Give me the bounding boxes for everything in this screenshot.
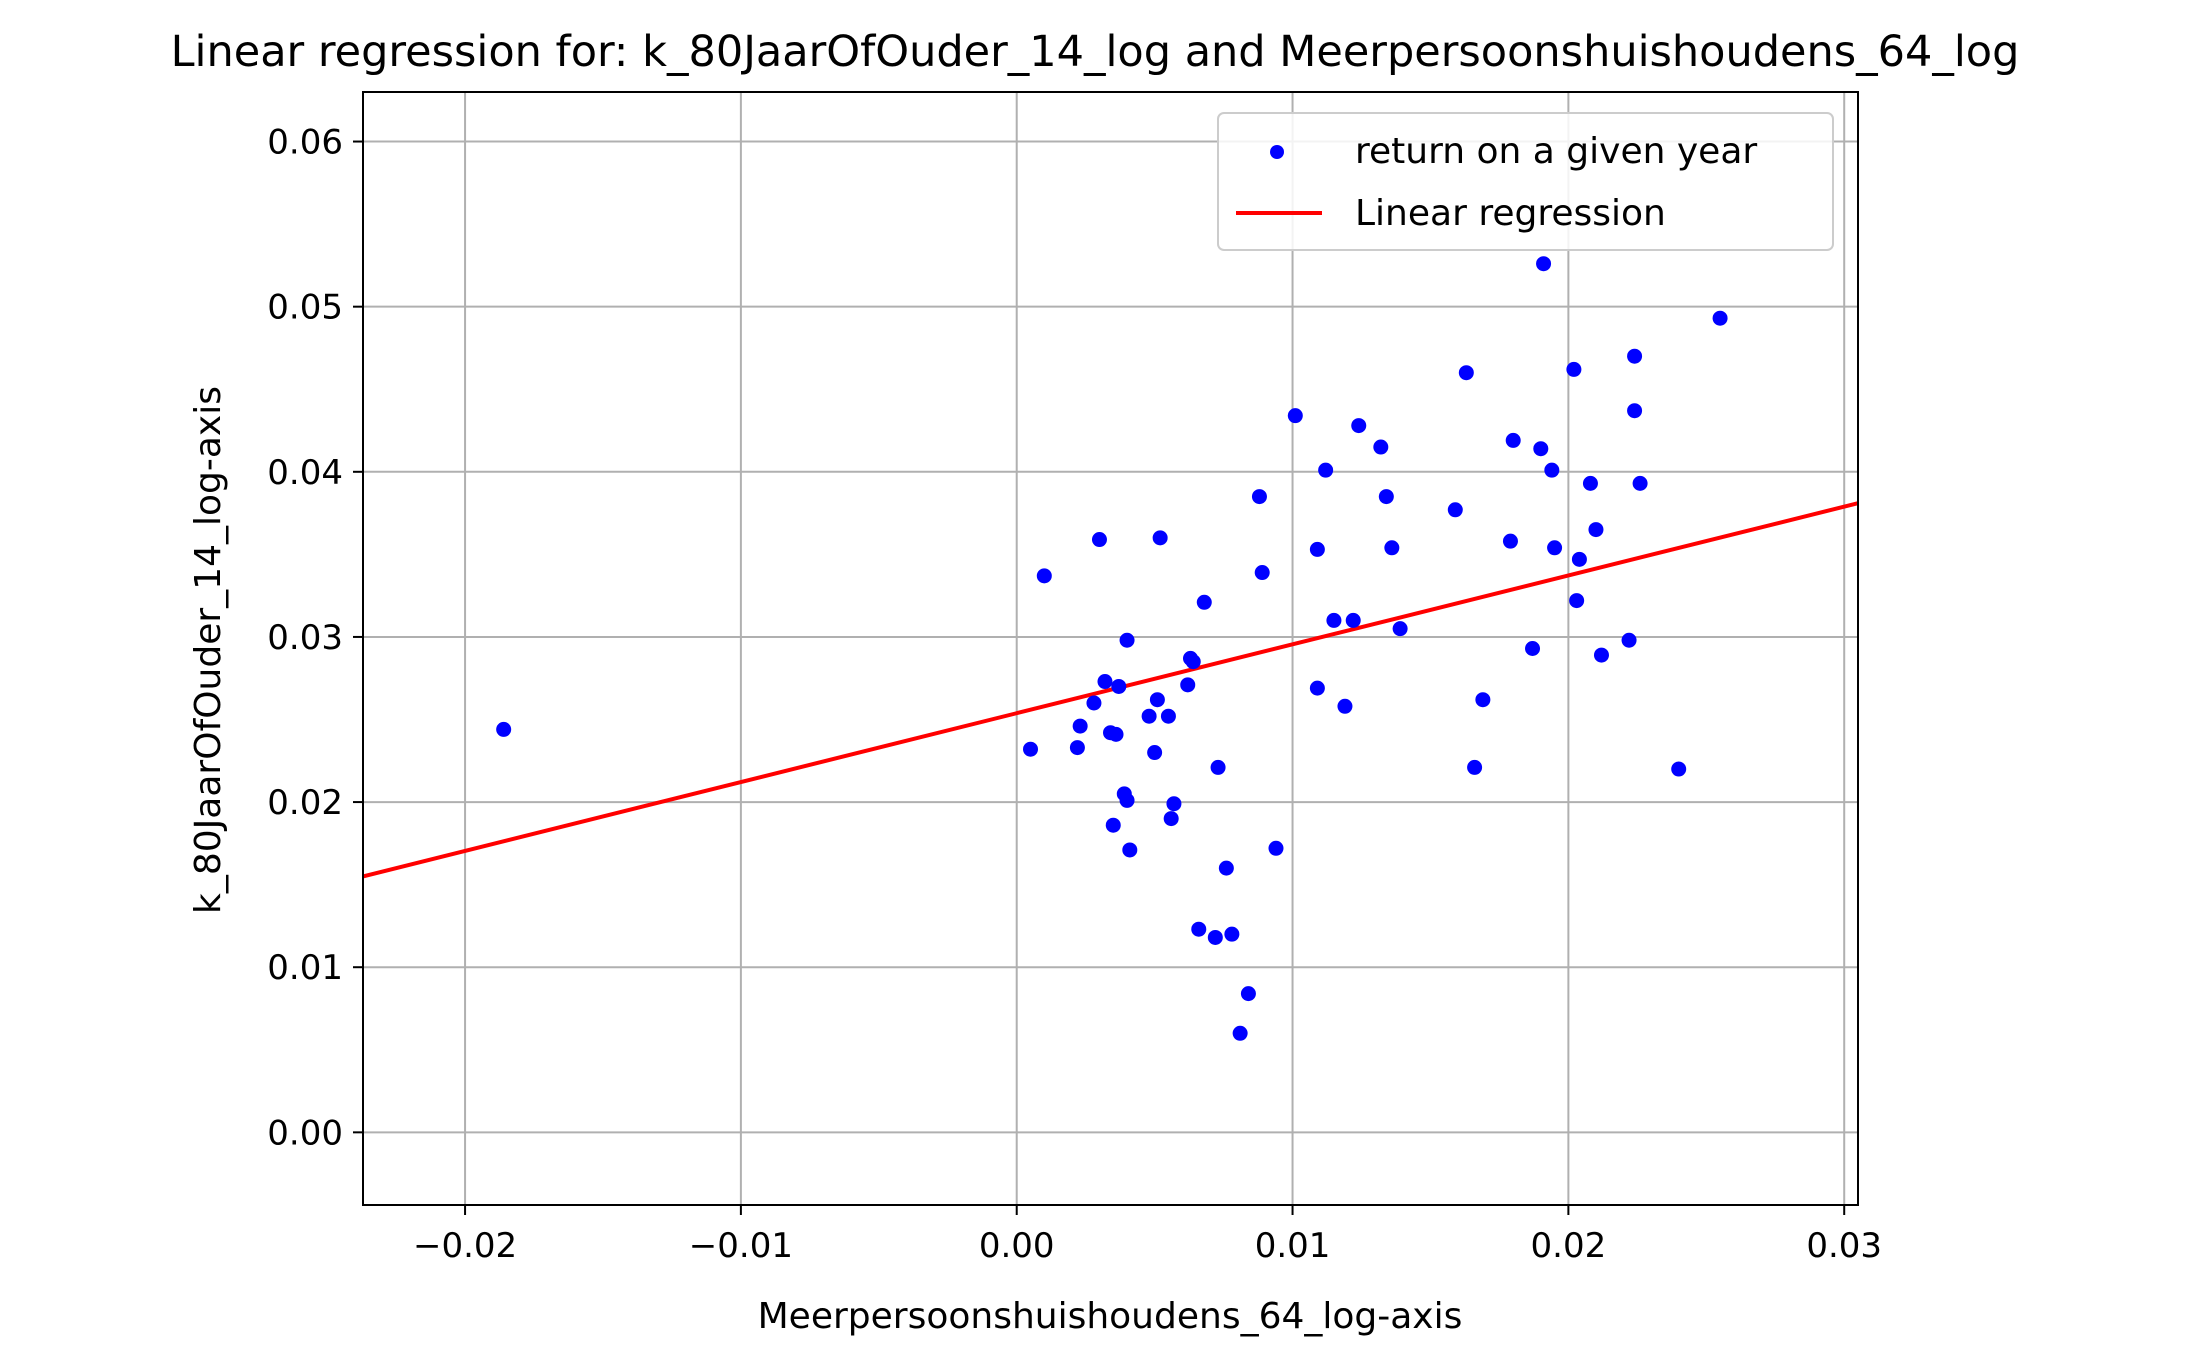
data-point-51 — [1467, 759, 1483, 775]
data-point-52 — [1475, 692, 1491, 708]
legend: return on a given year Linear regression — [1217, 112, 1834, 251]
data-point-3 — [1069, 740, 1085, 756]
data-point-2 — [1036, 568, 1052, 584]
x-tick-label-2: 0.00 — [979, 1226, 1055, 1266]
data-point-10 — [1108, 726, 1124, 742]
data-point-70 — [1671, 761, 1687, 777]
y-tick-label-3: 0.03 — [267, 618, 343, 658]
chart-title: Linear regression for: k_80JaarOfOuder_1… — [171, 27, 2020, 77]
data-point-17 — [1147, 745, 1163, 761]
data-point-0 — [496, 721, 512, 737]
data-point-18 — [1149, 692, 1165, 708]
data-point-1 — [1023, 741, 1039, 757]
data-point-35 — [1254, 565, 1270, 581]
data-point-48 — [1392, 621, 1408, 637]
y-tick-label-0: 0.00 — [267, 1113, 343, 1153]
data-point-45 — [1373, 439, 1389, 455]
x-tick-label-0: −0.02 — [413, 1226, 517, 1266]
data-point-60 — [1566, 361, 1582, 377]
data-point-69 — [1632, 475, 1648, 491]
data-point-21 — [1163, 811, 1179, 827]
data-point-41 — [1326, 612, 1342, 628]
data-point-34 — [1251, 489, 1267, 505]
regression-line-layer — [362, 501, 1859, 879]
x-tick-label-4: 0.02 — [1531, 1226, 1607, 1266]
data-point-65 — [1593, 647, 1609, 663]
data-point-28 — [1207, 929, 1223, 945]
x-tick-label-1: −0.01 — [689, 1226, 793, 1266]
data-point-32 — [1232, 1025, 1248, 1041]
data-point-22 — [1166, 796, 1182, 812]
data-point-13 — [1119, 792, 1135, 808]
data-point-37 — [1287, 408, 1303, 424]
data-point-47 — [1384, 540, 1400, 556]
data-point-42 — [1337, 698, 1353, 714]
data-point-30 — [1218, 860, 1234, 876]
data-point-11 — [1111, 678, 1127, 694]
data-point-61 — [1569, 593, 1585, 609]
regression-line — [362, 501, 1859, 879]
data-point-46 — [1378, 489, 1394, 505]
data-point-55 — [1525, 641, 1541, 656]
data-point-19 — [1152, 530, 1168, 546]
y-tick-label-1: 0.01 — [267, 948, 343, 988]
x-tick-label-3: 0.01 — [1255, 1226, 1331, 1266]
data-point-66 — [1621, 632, 1637, 648]
data-point-53 — [1502, 533, 1518, 549]
y-tick-label-2: 0.02 — [267, 783, 343, 823]
data-point-49 — [1447, 502, 1463, 518]
data-point-64 — [1588, 522, 1604, 538]
data-point-23 — [1180, 677, 1196, 693]
data-point-31 — [1224, 926, 1240, 942]
data-point-29 — [1210, 759, 1226, 775]
data-point-9 — [1105, 817, 1121, 833]
data-point-6 — [1091, 532, 1107, 548]
data-point-56 — [1533, 441, 1549, 457]
data-point-43 — [1345, 612, 1361, 628]
data-point-33 — [1240, 986, 1256, 1002]
x-axis-title: Meerpersoonshuishoudens_64_log-axis — [758, 1296, 1463, 1337]
data-point-26 — [1191, 921, 1207, 937]
data-point-71 — [1712, 310, 1728, 326]
y-tick-label-4: 0.04 — [267, 453, 343, 493]
data-point-14 — [1119, 632, 1135, 648]
data-point-54 — [1505, 432, 1521, 448]
data-point-68 — [1627, 403, 1643, 419]
data-point-27 — [1196, 594, 1212, 610]
data-point-39 — [1309, 680, 1325, 696]
data-point-63 — [1582, 475, 1598, 491]
data-point-15 — [1122, 842, 1138, 858]
y-axis-title: k_80JaarOfOuder_14_log-axis — [188, 386, 229, 914]
data-point-7 — [1097, 674, 1113, 690]
legend-label-line: Linear regression — [1355, 193, 1666, 234]
data-point-44 — [1351, 418, 1367, 434]
legend-box — [1217, 112, 1834, 251]
legend-marker-points — [1270, 145, 1284, 159]
legend-label-points: return on a given year — [1355, 131, 1757, 172]
data-point-62 — [1571, 551, 1587, 567]
scatter-points — [496, 256, 1728, 1041]
x-tick-label-5: 0.03 — [1806, 1226, 1882, 1266]
y-tick-label-5: 0.05 — [267, 288, 343, 328]
data-point-59 — [1547, 540, 1563, 556]
grid — [363, 92, 1858, 1205]
data-point-36 — [1268, 840, 1284, 856]
data-point-16 — [1141, 708, 1157, 724]
data-point-5 — [1086, 695, 1102, 711]
data-point-40 — [1318, 462, 1334, 478]
x-axis-ticks: −0.02 −0.01 0.00 0.01 0.02 0.03 — [413, 1205, 1882, 1266]
data-point-38 — [1309, 541, 1325, 557]
data-point-4 — [1072, 718, 1088, 734]
plot-frame — [362, 91, 1859, 1206]
data-point-67 — [1627, 348, 1643, 364]
data-point-20 — [1160, 708, 1176, 724]
data-point-57 — [1536, 256, 1552, 272]
data-point-25 — [1185, 654, 1201, 670]
y-axis-ticks: 0.00 0.01 0.02 0.03 0.04 0.05 0.06 — [267, 123, 363, 1153]
y-tick-label-6: 0.06 — [267, 123, 343, 163]
data-point-58 — [1544, 462, 1560, 478]
data-point-50 — [1458, 365, 1474, 381]
